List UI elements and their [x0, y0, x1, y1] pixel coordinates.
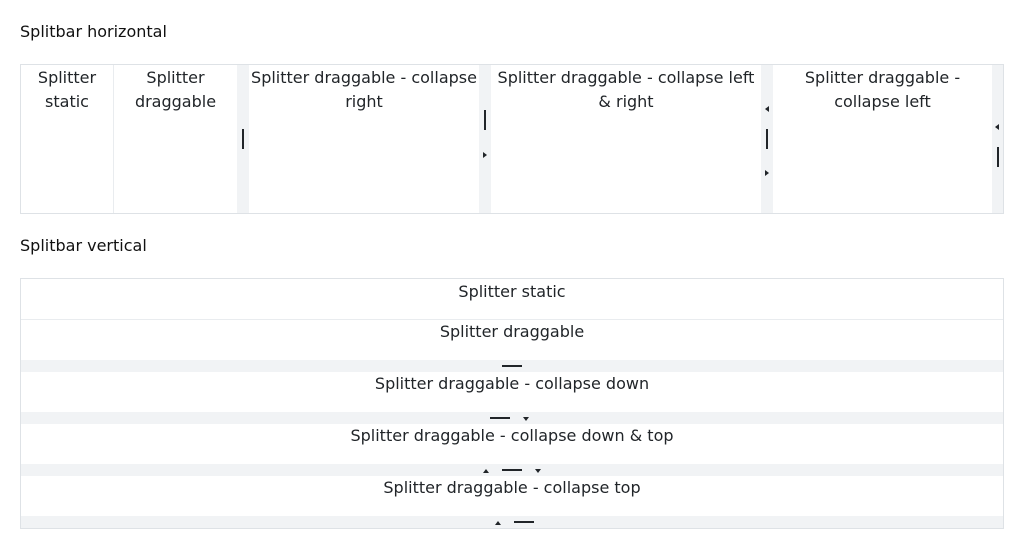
drag-handle-icon[interactable] — [997, 147, 999, 167]
hpane-static: Splitter static — [21, 65, 113, 213]
splitbar-collapse-down[interactable] — [21, 412, 1003, 424]
vpane-collapse-down-label: Splitter draggable - collapse down — [374, 374, 650, 393]
hpane-collapse-left-label: Splitter draggable - collapse left — [804, 68, 961, 111]
splitbar-collapse-top[interactable] — [21, 516, 1003, 528]
vpane-static: Splitter static — [21, 279, 1003, 319]
vpane-collapse-top: Splitter draggable - collapse top — [21, 476, 1003, 516]
vpane-collapse-down: Splitter draggable - collapse down — [21, 372, 1003, 412]
vpane-collapse-down-top: Splitter draggable - collapse down & top — [21, 424, 1003, 464]
hpane-draggable-label: Splitter draggable — [134, 68, 217, 111]
horizontal-splitter-container: Splitter static Splitter draggable Split… — [20, 64, 1004, 214]
arrow-right-icon[interactable] — [483, 152, 487, 158]
drag-handle-icon[interactable] — [484, 110, 486, 130]
drag-handle-icon[interactable] — [502, 469, 522, 471]
hpane-static-label: Splitter static — [37, 68, 97, 111]
splitbar-draggable[interactable] — [21, 360, 1003, 372]
vpane-collapse-top-label: Splitter draggable - collapse top — [383, 478, 641, 497]
vpane-draggable-label: Splitter draggable — [439, 322, 585, 341]
arrow-right-icon[interactable] — [765, 170, 769, 176]
hpane-draggable: Splitter draggable — [114, 65, 237, 213]
vpane-draggable: Splitter draggable — [21, 320, 1003, 360]
hpane-collapse-left-right-label: Splitter draggable - collapse left & rig… — [497, 68, 755, 111]
arrow-up-icon[interactable] — [495, 521, 501, 525]
drag-handle-icon[interactable] — [514, 521, 534, 523]
arrow-left-icon[interactable] — [765, 106, 769, 112]
arrow-down-icon[interactable] — [535, 469, 541, 473]
hpane-collapse-right: Splitter draggable - collapse right — [249, 65, 479, 213]
drag-handle-icon[interactable] — [766, 129, 768, 149]
vpane-static-label: Splitter static — [458, 282, 566, 301]
vpane-collapse-down-top-label: Splitter draggable - collapse down & top — [350, 426, 674, 445]
drag-handle-icon[interactable] — [242, 129, 244, 149]
static-splitter — [21, 319, 1003, 320]
hpane-collapse-right-label: Splitter draggable - collapse right — [251, 68, 477, 111]
drag-handle-icon[interactable] — [502, 365, 522, 367]
arrow-left-icon[interactable] — [995, 124, 999, 130]
arrow-up-icon[interactable] — [483, 469, 489, 473]
splitbar-collapse-left-right[interactable] — [761, 65, 773, 213]
splitbar-collapse-down-top[interactable] — [21, 464, 1003, 476]
hpane-collapse-left: Splitter draggable - collapse left — [773, 65, 992, 213]
drag-handle-icon[interactable] — [490, 417, 510, 419]
splitbar-collapse-right[interactable] — [479, 65, 491, 213]
vertical-section-title: Splitbar vertical — [20, 236, 147, 255]
horizontal-section-title: Splitbar horizontal — [20, 22, 167, 41]
splitbar-draggable[interactable] — [237, 65, 249, 213]
vertical-splitter-container: Splitter static Splitter draggable Split… — [20, 278, 1004, 529]
hpane-collapse-left-right: Splitter draggable - collapse left & rig… — [491, 65, 761, 213]
static-splitter — [113, 65, 114, 213]
arrow-down-icon[interactable] — [523, 417, 529, 421]
splitbar-collapse-left[interactable] — [992, 65, 1003, 213]
